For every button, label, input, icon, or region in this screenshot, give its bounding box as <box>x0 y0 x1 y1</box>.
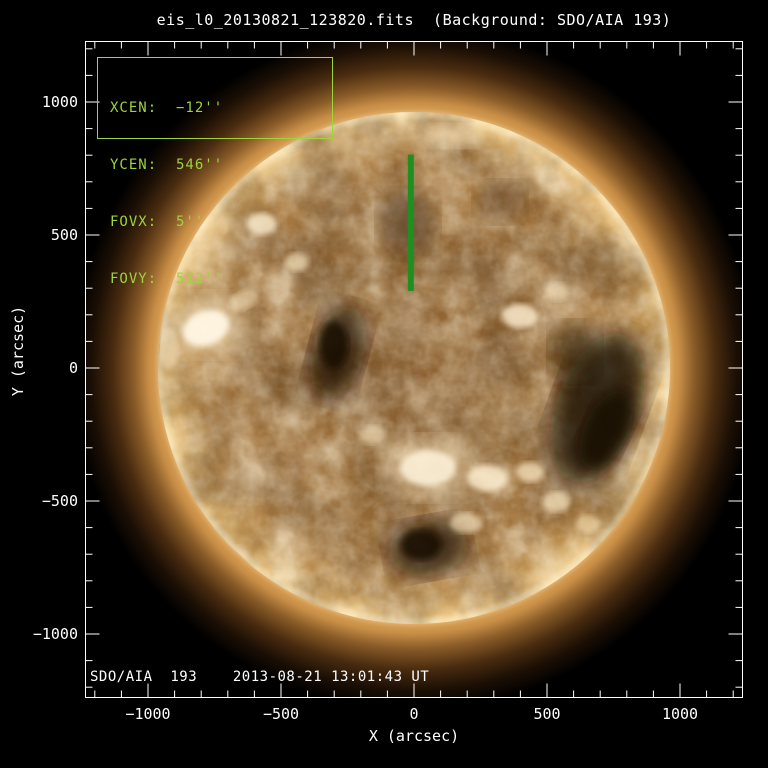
x-tick-label: 1000 <box>661 705 699 723</box>
y-tick-label: 0 <box>68 359 78 377</box>
bright-patch <box>285 253 309 271</box>
info-line-fovy: FOVY: 512'' <box>110 271 224 287</box>
fov-info-box: XCEN: −12'' YCEN: 546'' FOVX: 5'' FOVY: … <box>97 57 333 287</box>
bright-patch <box>359 426 385 444</box>
bright-patch <box>545 283 569 301</box>
x-tick-label: 500 <box>533 705 561 723</box>
image-source-timestamp: SDO/AIA 193 2013-08-21 13:01:43 UT <box>90 669 430 685</box>
coronal-hole <box>551 324 599 380</box>
x-tick-label: −1000 <box>125 705 171 723</box>
y-tick-label: −1000 <box>32 625 78 643</box>
coronal-hole-core <box>401 530 441 560</box>
disk-texture-fine <box>158 112 670 624</box>
bright-patch <box>423 125 487 147</box>
bright-patch <box>576 515 600 533</box>
x-tick-label: −500 <box>262 705 300 723</box>
axes-layer <box>85 41 743 698</box>
y-axis-title: Y (arcsec) <box>9 305 27 397</box>
plot-title: eis_l0_20130821_123820.fits (Background:… <box>156 11 672 29</box>
coronal-hole-core <box>320 321 348 369</box>
info-line-fovx: FOVX: 5'' <box>110 214 205 230</box>
sun-image <box>86 42 742 697</box>
x-axis-title: X (arcsec) <box>368 727 460 745</box>
y-tick-label: 500 <box>50 226 78 244</box>
info-line-xcen: XCEN: −12'' <box>110 100 224 116</box>
info-line-ycen: YCEN: 546'' <box>110 157 224 173</box>
y-tick-label: −500 <box>41 492 78 510</box>
x-tick-label: 0 <box>409 705 419 723</box>
bright-patch <box>502 304 538 328</box>
solar-limb-ring <box>158 112 670 624</box>
coronal-hole-core <box>579 390 633 470</box>
bright-patch <box>542 492 570 512</box>
bright-patch <box>516 462 544 482</box>
bright-patch <box>450 513 482 533</box>
disk-features <box>159 125 646 577</box>
bright-patch <box>229 288 259 312</box>
active-region <box>400 450 456 486</box>
y-tick-label: 1000 <box>41 93 78 111</box>
bright-patch <box>467 465 507 491</box>
dark-region <box>476 182 524 222</box>
bright-patch <box>247 213 277 235</box>
active-region <box>182 310 230 346</box>
